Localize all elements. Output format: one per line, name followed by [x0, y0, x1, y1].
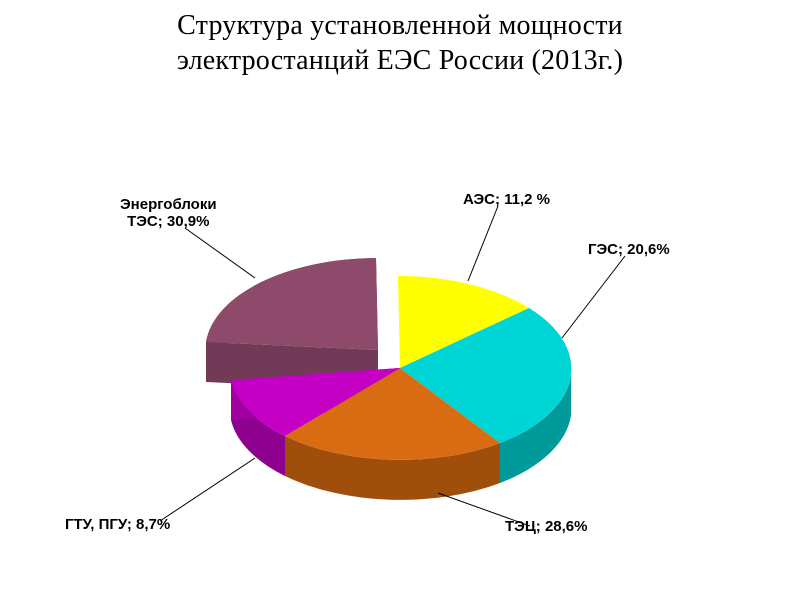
- leader-ges: [562, 256, 625, 338]
- label-energo-l2: ТЭС; 30,9%: [127, 213, 209, 230]
- pie-chart: АЭС; 11,2 % ГЭС; 20,6% ТЭЦ; 28,6% ГТУ, П…: [0, 78, 800, 598]
- label-tec: ТЭЦ; 28,6%: [505, 518, 588, 535]
- slice-energobloki: [206, 258, 378, 390]
- label-aes: АЭС; 11,2 %: [463, 191, 550, 208]
- leader-gtu: [160, 458, 255, 521]
- leader-energo: [185, 228, 255, 278]
- label-energo: Энергоблоки ТЭС; 30,9%: [120, 196, 217, 231]
- label-ges: ГЭС; 20,6%: [588, 241, 670, 258]
- leader-aes: [468, 206, 498, 281]
- chart-title: Структура установленной мощности электро…: [0, 0, 800, 78]
- label-gtu: ГТУ, ПГУ; 8,7%: [65, 516, 170, 533]
- title-line-1: Структура установленной мощности: [177, 10, 623, 41]
- title-line-2: электростанций ЕЭС России (2013г.): [177, 45, 623, 76]
- label-energo-l1: Энергоблоки: [120, 196, 217, 213]
